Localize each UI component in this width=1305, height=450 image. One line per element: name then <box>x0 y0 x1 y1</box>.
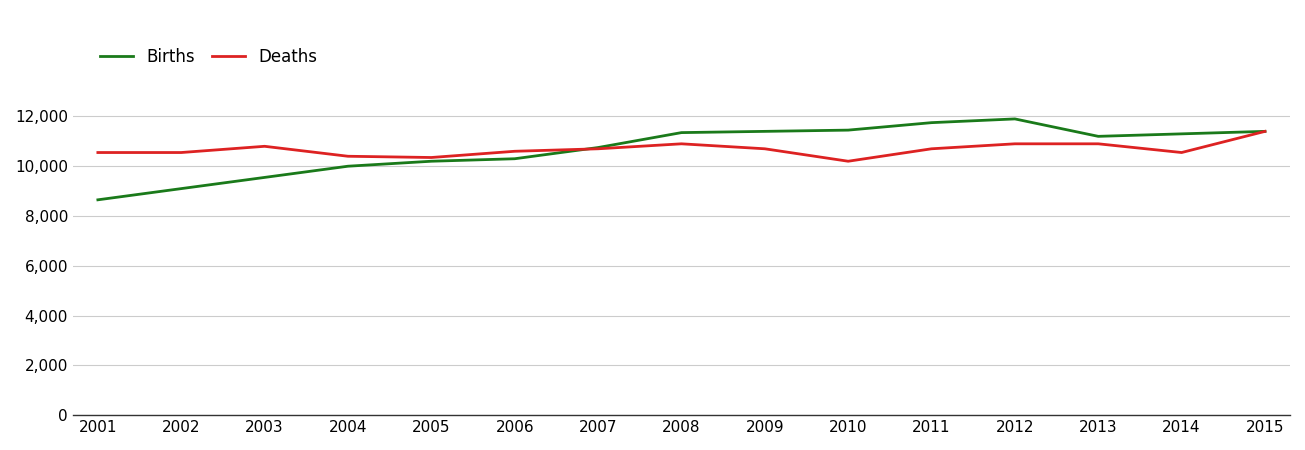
Births <box>757 129 773 134</box>
Deaths <box>174 150 189 155</box>
Births <box>424 158 440 164</box>
Line: Births: Births <box>98 119 1265 200</box>
Births <box>924 120 940 126</box>
Births <box>840 127 856 133</box>
Legend: Births, Deaths: Births, Deaths <box>94 41 325 73</box>
Births <box>590 145 606 150</box>
Deaths <box>757 146 773 152</box>
Deaths <box>90 150 106 155</box>
Deaths <box>1007 141 1023 147</box>
Births <box>1091 134 1107 139</box>
Births <box>257 175 273 180</box>
Deaths <box>924 146 940 152</box>
Births <box>1007 116 1023 122</box>
Births <box>673 130 689 135</box>
Deaths <box>1173 150 1189 155</box>
Deaths <box>341 153 356 159</box>
Births <box>1173 131 1189 136</box>
Births <box>90 197 106 202</box>
Deaths <box>1091 141 1107 147</box>
Births <box>506 156 522 162</box>
Line: Deaths: Deaths <box>98 131 1265 161</box>
Births <box>1257 129 1272 134</box>
Births <box>341 163 356 169</box>
Deaths <box>257 144 273 149</box>
Births <box>174 186 189 191</box>
Deaths <box>1257 129 1272 134</box>
Deaths <box>424 155 440 160</box>
Deaths <box>673 141 689 147</box>
Deaths <box>506 148 522 154</box>
Deaths <box>840 158 856 164</box>
Deaths <box>590 146 606 152</box>
